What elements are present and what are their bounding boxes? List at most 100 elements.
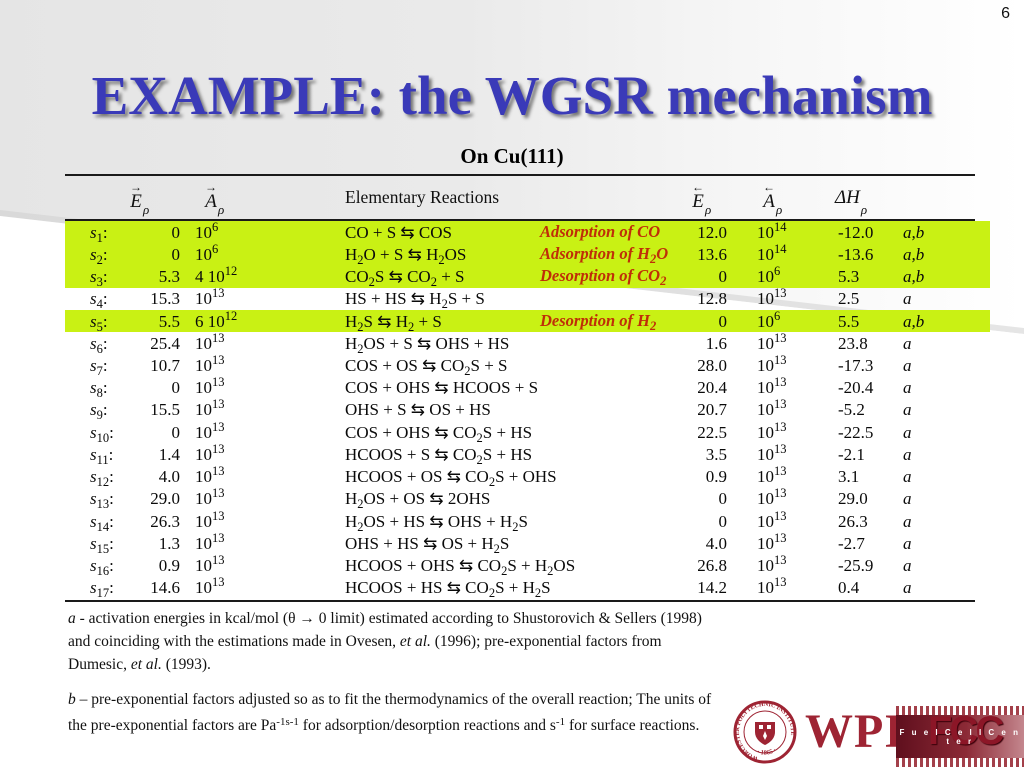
preexponential-forward: 1013	[195, 353, 225, 376]
activation-energy-forward: 0	[171, 222, 181, 242]
reaction-equation: COS + OHS ⇆ CO2S + HS	[345, 422, 533, 445]
preexponential-backward: 1013	[757, 553, 787, 576]
step-label: s15:	[90, 533, 114, 556]
activation-energy-forward: 29.0	[150, 489, 180, 509]
step-label: s9:	[90, 400, 108, 423]
reaction-annotation: Desorption of H2	[540, 310, 657, 333]
preexponential-forward: 1013	[195, 375, 225, 398]
activation-energy-backward: 12.8	[697, 289, 727, 309]
activation-energy-forward: 4.0	[158, 467, 180, 487]
table-row: s1: 0 106 CO + S ⇆ COS Adsorption of CO 12.0 1…	[65, 219, 990, 245]
fcc-banner: FCC F u e l C e l l C e n t e r	[896, 715, 1024, 758]
activation-energy-forward: 25.4	[150, 333, 180, 353]
step-label: s2:	[90, 244, 108, 267]
activation-energy-backward: 20.7	[697, 400, 727, 420]
footnote-ref: a	[903, 489, 912, 509]
step-label: s6:	[90, 333, 108, 356]
step-label: s13:	[90, 489, 114, 512]
preexponential-forward: 1013	[195, 575, 225, 598]
reaction-equation: OHS + S ⇆ OS + HS	[345, 400, 491, 420]
step-label: s3:	[90, 267, 108, 290]
preexponential-forward: 1013	[195, 419, 225, 442]
footnote-b-marker: b	[68, 691, 76, 708]
enthalpy-change: 23.8	[838, 333, 868, 353]
wpi-seal-icon: WORCESTER POLYTECHNIC INSTITUTE · 1865 ·	[733, 700, 797, 764]
enthalpy-change: -25.9	[838, 556, 874, 576]
activation-energy-forward: 15.5	[150, 400, 180, 420]
table-header-rule	[65, 219, 975, 221]
preexponential-forward: 1013	[195, 508, 225, 531]
preexponential-forward: 4 1012	[195, 264, 238, 287]
activation-energy-backward: 12.0	[697, 222, 727, 242]
reaction-annotation: Desorption of CO2	[540, 266, 667, 289]
reaction-equation: H2OS + S ⇆ OHS + HS	[345, 333, 510, 356]
table-row: s15: 1.3 1013 OHS + HS ⇆ OS + H2S 4.0 1013 -2.…	[65, 532, 990, 556]
activation-energy-backward: 26.8	[697, 556, 727, 576]
reaction-equation: CO2S ⇆ CO2 + S	[345, 267, 465, 290]
enthalpy-change: 3.1	[838, 467, 860, 487]
reaction-equation: COS + OHS ⇆ HCOOS + S	[345, 378, 539, 398]
activation-energy-backward: 3.5	[705, 444, 727, 464]
footnote-ref: a	[903, 533, 912, 553]
reaction-equation: COS + OS ⇆ CO2S + S	[345, 356, 508, 379]
right-arrow-icon: →	[130, 179, 142, 194]
footnote-ref: a,b	[903, 311, 925, 331]
preexponential-backward: 1013	[757, 464, 787, 487]
preexponential-backward: 1013	[757, 286, 787, 309]
activation-energy-backward: 0	[718, 489, 728, 509]
reaction-equation: H2OS + OS ⇆ 2OHS	[345, 489, 491, 512]
step-label: s16:	[90, 556, 114, 579]
enthalpy-change: -5.2	[838, 400, 865, 420]
footnote-ref: a	[903, 378, 912, 398]
footnote-ref: a	[903, 511, 912, 531]
preexponential-backward: 1014	[757, 219, 787, 242]
activation-energy-forward: 14.6	[150, 578, 180, 598]
table-row: s12: 4.0 1013 HCOOS + OS ⇆ CO2S + OHS 0.9 101…	[65, 464, 990, 490]
reaction-equation: CO + S ⇆ COS	[345, 222, 452, 242]
page-number: 6	[1001, 5, 1010, 22]
reaction-equation: HS + HS ⇆ H2S + S	[345, 289, 485, 312]
enthalpy-change: 5.5	[838, 311, 860, 331]
step-label: s1:	[90, 222, 108, 245]
footnote-ref: a	[903, 422, 912, 442]
table-row: s13: 29.0 1013 H2OS + OS ⇆ 2OHS 0 1013 29.0 a	[65, 486, 990, 512]
footnote-ref: a	[903, 578, 912, 598]
step-label: s4:	[90, 289, 108, 312]
activation-energy-forward: 1.3	[158, 533, 180, 553]
svg-text:· 1865 ·: · 1865 ·	[756, 747, 777, 757]
footnote-b: b – pre-exponential factors adjusted so …	[68, 688, 723, 737]
wpi-logo-text: WPI	[805, 705, 904, 758]
footnote-a-text: - activation energies in kcal/mol (θ → 0…	[68, 610, 702, 673]
reaction-equation: H2S ⇆ H2 + S	[345, 311, 442, 334]
reaction-annotation: Adsorption of H2O	[540, 244, 669, 267]
footnote-ref: a,b	[903, 244, 925, 264]
footnote-a: a - activation energies in kcal/mol (θ →…	[68, 607, 723, 676]
reaction-equation: HCOOS + OS ⇆ CO2S + OHS	[345, 467, 557, 490]
reaction-equation: HCOOS + S ⇆ CO2S + HS	[345, 444, 533, 467]
footnote-ref: a	[903, 400, 912, 420]
preexponential-forward: 1013	[195, 486, 225, 509]
enthalpy-change: -17.3	[838, 356, 874, 376]
activation-energy-forward: 0.9	[158, 556, 180, 576]
preexponential-forward: 1013	[195, 441, 225, 464]
reaction-equation: H2OS + HS ⇆ OHS + H2S	[345, 511, 528, 534]
enthalpy-change: -20.4	[838, 378, 874, 398]
activation-energy-forward: 1.4	[158, 444, 180, 464]
table-row: s6: 25.4 1013 H2OS + S ⇆ OHS + HS 1.6 1013 23.…	[65, 332, 990, 356]
table-row: s8: 0 1013 COS + OHS ⇆ HCOOS + S 20.4 1013 -20…	[65, 375, 990, 401]
step-label: s14:	[90, 511, 114, 534]
step-label: s10:	[90, 422, 114, 445]
step-label: s8:	[90, 378, 108, 401]
preexponential-forward: 6 1012	[195, 308, 238, 331]
step-label: s7:	[90, 356, 108, 379]
reaction-equation: HCOOS + OHS ⇆ CO2S + H2OS	[345, 556, 576, 579]
fcc-logo-label: F u e l C e l l C e n t e r	[899, 727, 1021, 746]
preexponential-forward: 106	[195, 241, 219, 264]
step-label: s17:	[90, 578, 114, 601]
table-row: s11: 1.4 1013 HCOOS + S ⇆ CO2S + HS 3.5 1013 -…	[65, 441, 990, 467]
activation-energy-forward: 10.7	[150, 356, 180, 376]
preexponential-backward: 1013	[757, 375, 787, 398]
enthalpy-change: -13.6	[838, 244, 874, 264]
reaction-equation: H2O + S ⇆ H2OS	[345, 244, 467, 267]
